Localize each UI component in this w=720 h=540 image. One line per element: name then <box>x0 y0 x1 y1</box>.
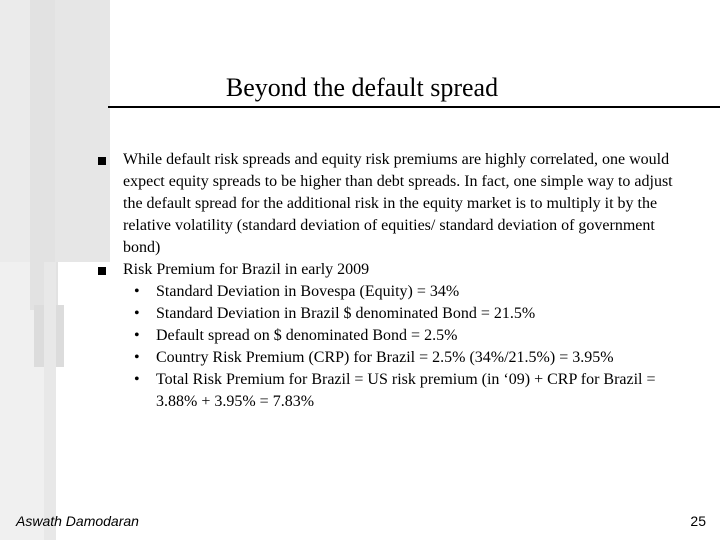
decor-block <box>44 262 56 540</box>
decor-block <box>55 0 110 262</box>
square-bullet-icon <box>98 157 106 165</box>
sub-bullet-item: • Standard Deviation in Bovespa (Equity)… <box>96 281 696 303</box>
dot-bullet-icon: • <box>134 283 140 300</box>
bullet-text: While default risk spreads and equity ri… <box>123 151 673 256</box>
bullet-text: Risk Premium for Brazil in early 2009 <box>123 261 370 278</box>
slide-title: Beyond the default spread <box>225 73 499 102</box>
bullet-item: Risk Premium for Brazil in early 2009 <box>96 259 696 281</box>
footer-author: Aswath Damodaran <box>16 513 139 529</box>
page-number: 25 <box>690 513 706 529</box>
dot-bullet-icon: • <box>134 349 140 366</box>
sub-bullet-item: • Country Risk Premium (CRP) for Brazil … <box>96 347 696 369</box>
sub-bullet-text: Country Risk Premium (CRP) for Brazil = … <box>156 349 614 366</box>
dot-bullet-icon: • <box>134 327 140 344</box>
sub-bullet-text: Default spread on $ denominated Bond = 2… <box>156 327 458 344</box>
sub-bullet-item: • Total Risk Premium for Brazil = US ris… <box>96 369 696 413</box>
dot-bullet-icon: • <box>134 371 140 388</box>
decor-block <box>30 0 58 310</box>
sub-bullet-item: • Standard Deviation in Brazil $ denomin… <box>96 303 696 325</box>
sub-bullet-text: Total Risk Premium for Brazil = US risk … <box>156 371 656 410</box>
square-bullet-icon <box>98 267 106 275</box>
sub-bullet-text: Standard Deviation in Brazil $ denominat… <box>156 305 536 322</box>
sub-bullet-text: Standard Deviation in Bovespa (Equity) =… <box>156 283 460 300</box>
title-underline <box>108 106 720 108</box>
sub-bullet-item: • Default spread on $ denominated Bond =… <box>96 325 696 347</box>
dot-bullet-icon: • <box>134 305 140 322</box>
slide-body: While default risk spreads and equity ri… <box>96 149 696 413</box>
bullet-item: While default risk spreads and equity ri… <box>96 149 696 259</box>
